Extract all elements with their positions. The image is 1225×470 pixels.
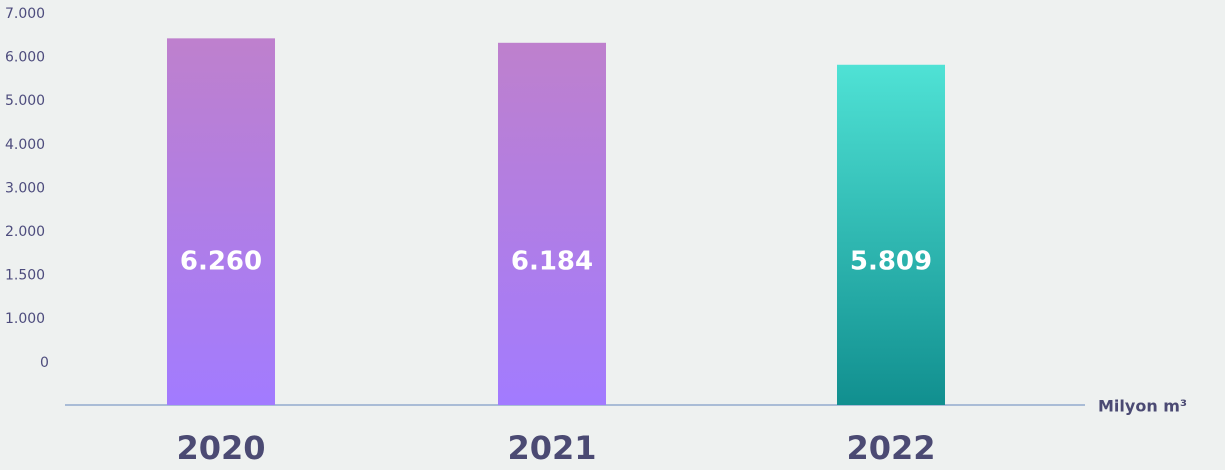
y-axis-label: 6.000: [5, 50, 45, 66]
x-tick-label: 2020: [176, 429, 265, 467]
bar: [167, 38, 275, 405]
y-axis-label: 7.000: [5, 6, 45, 22]
y-axis-label: 1.000: [5, 311, 45, 327]
y-axis-label: 3.000: [5, 180, 45, 196]
bar: [837, 64, 945, 405]
y-axis-label: 5.000: [5, 93, 45, 109]
y-axis-label: 2.000: [5, 224, 45, 240]
bar: [498, 42, 606, 406]
x-tick-label: 2021: [507, 429, 596, 467]
unit-label: Milyon m³: [1098, 397, 1187, 416]
value-label: 6.184: [511, 247, 593, 277]
value-label: 5.809: [850, 247, 932, 277]
y-axis-label: 0: [40, 355, 49, 371]
value-label: 6.260: [180, 247, 262, 277]
y-axis-label: 4.000: [5, 137, 45, 153]
x-tick-label: 2022: [846, 429, 935, 467]
y-axis-label: 1.500: [5, 268, 45, 284]
